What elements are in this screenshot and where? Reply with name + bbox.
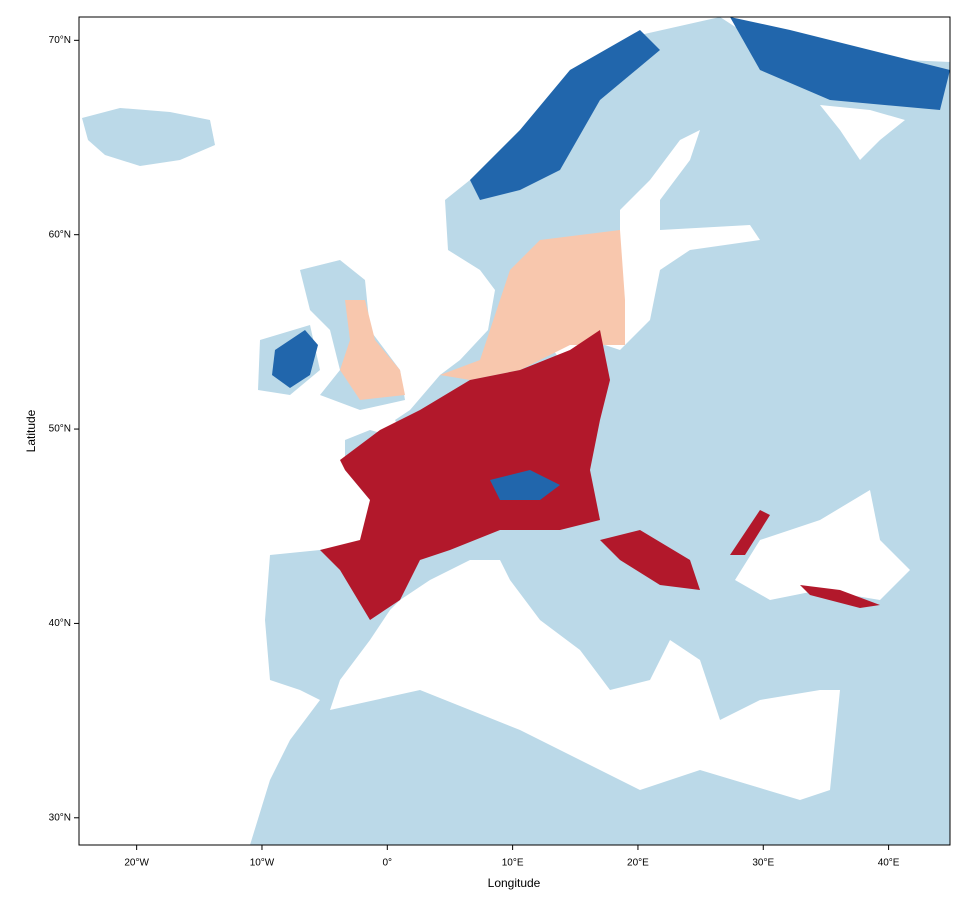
zone-blue-alps (490, 470, 560, 500)
zone-red-black-sea (730, 510, 770, 555)
y-tick-label: 60°N (49, 229, 71, 240)
zone-pink-uk (340, 300, 405, 400)
zone-blue-kola (730, 17, 950, 110)
x-tick-label: 20°W (124, 858, 149, 869)
zone-blue-ireland (272, 330, 318, 388)
map-layer (79, 17, 950, 845)
x-tick-label: 40°E (878, 858, 900, 869)
y-tick-label: 50°N (49, 424, 71, 435)
y-tick-label: 30°N (49, 812, 71, 823)
zone-pink (440, 230, 625, 380)
mediterranean-sea (330, 560, 840, 800)
zone-blue-norway (470, 30, 660, 200)
zone-red (320, 330, 610, 620)
x-tick-label: 0° (383, 858, 393, 869)
x-axis-label: Longitude (488, 876, 541, 890)
x-tick-label: 10°E (502, 858, 524, 869)
y-axis-label: Latitude (24, 409, 38, 452)
zone-red-balkans (600, 530, 700, 590)
white-sea (820, 105, 905, 160)
y-tick-label: 40°N (49, 618, 71, 629)
x-tick-label: 10°W (250, 858, 275, 869)
iceland (82, 108, 215, 166)
black-sea (735, 490, 910, 600)
y-tick-label: 70°N (49, 35, 71, 46)
plot-frame (78, 16, 951, 846)
zone-red-anatolia (800, 585, 880, 608)
x-tick-label: 20°E (627, 858, 649, 869)
x-tick-label: 30°E (752, 858, 774, 869)
